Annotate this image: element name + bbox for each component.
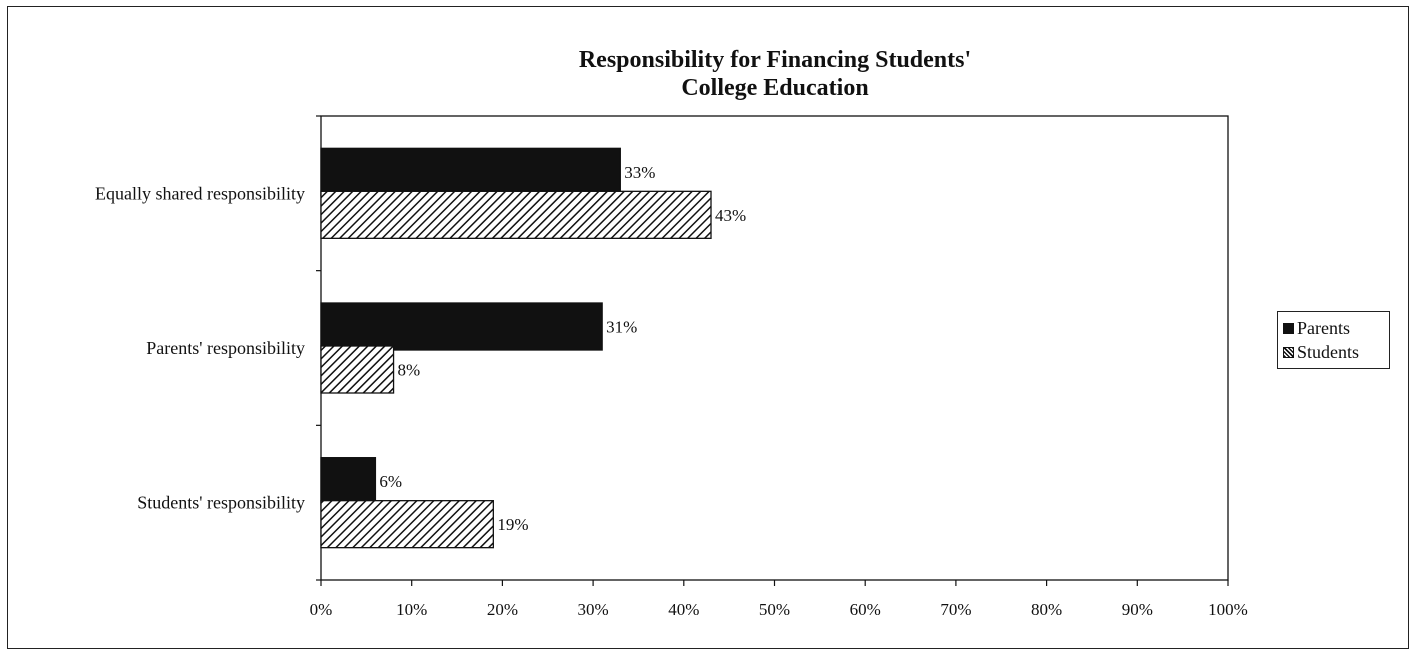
x-tick-label-10: 10% <box>396 600 427 619</box>
x-tick-label-70: 70% <box>940 600 971 619</box>
category-label-parents-responsibility: Parents' responsibility <box>146 338 305 358</box>
bar-parents-equally-shared-responsibility <box>320 147 621 196</box>
legend-swatch-students <box>1283 346 1294 358</box>
bar-students-equally-shared-responsibility <box>320 190 712 239</box>
x-tick-label-60: 60% <box>850 600 881 619</box>
bar-parents-parents-responsibility <box>320 302 603 351</box>
x-tick-label-30: 30% <box>578 600 609 619</box>
bar-students-students-responsibility <box>320 500 494 549</box>
data-label-students-equally-shared-responsibility: 43% <box>715 206 746 225</box>
data-label-students-students-responsibility: 19% <box>497 515 528 534</box>
x-tick-label-100: 100% <box>1208 600 1248 619</box>
data-label-parents-parents-responsibility: 31% <box>606 318 637 337</box>
bar-parents-students-responsibility <box>320 457 377 506</box>
x-tick-label-0: 0% <box>310 600 333 619</box>
chart-frame <box>7 6 1409 649</box>
legend: Parents Students <box>1277 311 1390 369</box>
x-tick-label-80: 80% <box>1031 600 1062 619</box>
legend-item-parents: Parents <box>1283 316 1383 340</box>
x-tick-label-90: 90% <box>1122 600 1153 619</box>
x-tick-label-20: 20% <box>487 600 518 619</box>
category-label-equally-shared-responsibility: Equally shared responsibility <box>95 183 305 203</box>
legend-swatch-parents <box>1283 322 1294 334</box>
data-label-parents-students-responsibility: 6% <box>379 472 402 491</box>
x-tick-label-50: 50% <box>759 600 790 619</box>
chart-title-line-1: Responsibility for Financing Students' <box>578 47 972 73</box>
legend-item-students: Students <box>1283 340 1383 364</box>
chart-title-line-2: College Education <box>681 75 869 101</box>
axes: Equally shared responsibility Parents' re… <box>95 115 1248 619</box>
bars: 33% 43% 31% 8% 6% 19% <box>320 147 746 549</box>
category-label-students-responsibility: Students' responsibility <box>137 493 305 513</box>
legend-label-parents: Parents <box>1297 317 1350 338</box>
x-tick-label-40: 40% <box>668 600 699 619</box>
data-label-parents-equally-shared-responsibility: 33% <box>624 163 655 182</box>
legend-label-students: Students <box>1297 341 1360 362</box>
bar-students-parents-responsibility <box>320 345 395 394</box>
data-label-students-parents-responsibility: 8% <box>398 361 421 380</box>
chart-title: Responsibility for Financing Students' C… <box>320 46 1230 102</box>
